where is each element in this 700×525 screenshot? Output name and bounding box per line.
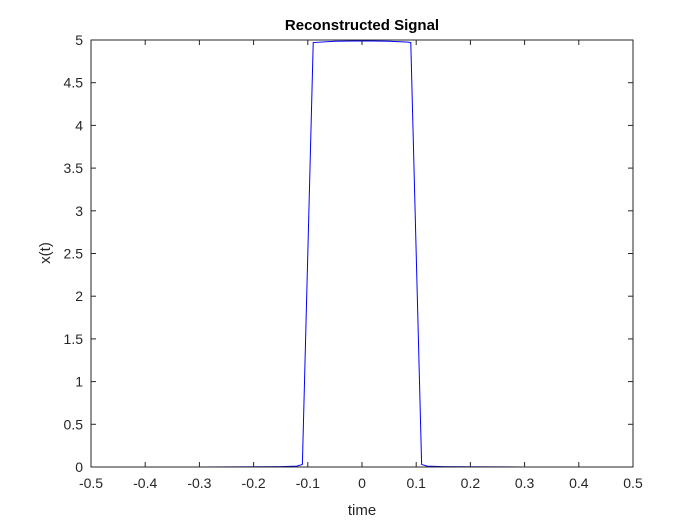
y-tick-label: 4.5 bbox=[64, 75, 84, 91]
plot-area bbox=[91, 40, 633, 467]
y-tick-label: 0 bbox=[75, 459, 83, 475]
x-tick-label: 0 bbox=[358, 475, 366, 491]
x-tick-label: 0.2 bbox=[461, 475, 481, 491]
x-tick-label: 0.5 bbox=[623, 475, 643, 491]
y-tick-label: 3 bbox=[75, 203, 83, 219]
y-tick-label: 1 bbox=[75, 374, 83, 390]
x-tick-label: -0.2 bbox=[242, 475, 266, 491]
x-tick-label: -0.3 bbox=[187, 475, 211, 491]
x-axis-label: time bbox=[348, 502, 376, 519]
y-tick-label: 1.5 bbox=[64, 331, 84, 347]
x-tick-label: 0.3 bbox=[515, 475, 535, 491]
y-tick-label: 5 bbox=[75, 32, 83, 48]
y-tick-label: 3.5 bbox=[64, 160, 84, 176]
y-axis-label: x(t) bbox=[37, 242, 54, 264]
y-tick-label: 0.5 bbox=[64, 416, 84, 432]
x-tick-label: 0.1 bbox=[406, 475, 426, 491]
x-tick-label: -0.4 bbox=[133, 475, 157, 491]
y-tick-label: 4 bbox=[75, 117, 83, 133]
chart-title: Reconstructed Signal bbox=[285, 17, 439, 34]
x-tick-label: -0.1 bbox=[296, 475, 320, 491]
y-tick-label: 2 bbox=[75, 288, 83, 304]
y-tick-label: 2.5 bbox=[64, 246, 84, 262]
x-tick-label: -0.5 bbox=[79, 475, 103, 491]
x-tick-label: 0.4 bbox=[569, 475, 589, 491]
